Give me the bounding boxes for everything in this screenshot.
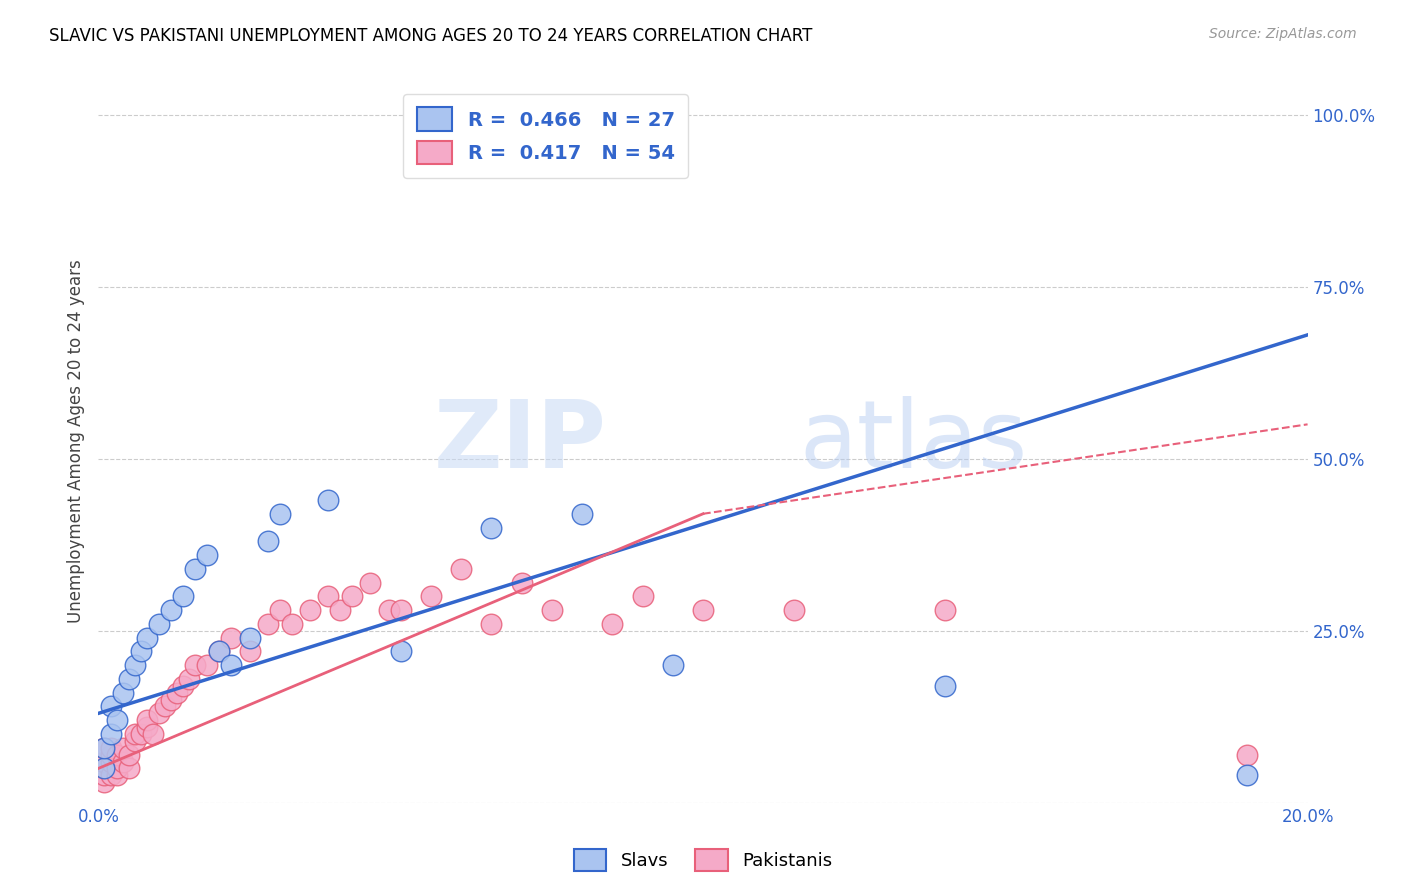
Point bbox=[1236, 768, 1258, 782]
Point bbox=[100, 768, 122, 782]
Point bbox=[184, 562, 207, 576]
Point bbox=[135, 720, 157, 734]
Point bbox=[1236, 747, 1258, 762]
Point bbox=[135, 631, 157, 645]
Point bbox=[184, 658, 207, 673]
Point bbox=[93, 755, 115, 769]
Point bbox=[148, 706, 170, 721]
Point bbox=[281, 616, 304, 631]
Text: atlas: atlas bbox=[800, 395, 1028, 488]
Point bbox=[142, 727, 165, 741]
Point bbox=[221, 631, 243, 645]
Point bbox=[100, 755, 122, 769]
Point bbox=[118, 747, 141, 762]
Point bbox=[129, 727, 152, 741]
Point bbox=[389, 603, 412, 617]
Point bbox=[105, 747, 128, 762]
Point bbox=[172, 590, 194, 604]
Point bbox=[256, 616, 278, 631]
Point bbox=[481, 520, 503, 534]
Point bbox=[239, 644, 262, 658]
Point bbox=[934, 679, 956, 693]
Point bbox=[93, 740, 115, 755]
Point bbox=[100, 747, 122, 762]
Point bbox=[481, 616, 503, 631]
Point bbox=[420, 590, 443, 604]
Point bbox=[631, 590, 654, 604]
Point bbox=[160, 692, 183, 706]
Point bbox=[661, 658, 683, 673]
Text: ZIP: ZIP bbox=[433, 395, 606, 488]
Point bbox=[124, 734, 146, 748]
Point bbox=[111, 755, 134, 769]
Point bbox=[239, 631, 262, 645]
Point bbox=[256, 534, 278, 549]
Point bbox=[195, 658, 218, 673]
Point bbox=[360, 575, 382, 590]
Point bbox=[124, 658, 146, 673]
Point bbox=[93, 775, 115, 789]
Point bbox=[105, 761, 128, 775]
Point bbox=[510, 575, 533, 590]
Point bbox=[450, 562, 472, 576]
Point bbox=[179, 672, 201, 686]
Text: SLAVIC VS PAKISTANI UNEMPLOYMENT AMONG AGES 20 TO 24 YEARS CORRELATION CHART: SLAVIC VS PAKISTANI UNEMPLOYMENT AMONG A… bbox=[49, 27, 813, 45]
Legend: R =  0.466   N = 27, R =  0.417   N = 54: R = 0.466 N = 27, R = 0.417 N = 54 bbox=[404, 94, 688, 178]
Point bbox=[111, 740, 134, 755]
Point bbox=[93, 761, 115, 775]
Y-axis label: Unemployment Among Ages 20 to 24 years: Unemployment Among Ages 20 to 24 years bbox=[66, 260, 84, 624]
Point bbox=[195, 548, 218, 562]
Point bbox=[389, 644, 412, 658]
Point bbox=[93, 761, 115, 775]
Text: Source: ZipAtlas.com: Source: ZipAtlas.com bbox=[1209, 27, 1357, 41]
Point bbox=[172, 679, 194, 693]
Point bbox=[100, 727, 122, 741]
Point bbox=[118, 672, 141, 686]
Point bbox=[342, 590, 364, 604]
Point bbox=[783, 603, 806, 617]
Point bbox=[118, 761, 141, 775]
Point bbox=[148, 616, 170, 631]
Point bbox=[540, 603, 562, 617]
Legend: Slavs, Pakistanis: Slavs, Pakistanis bbox=[567, 842, 839, 879]
Point bbox=[269, 507, 291, 521]
Point bbox=[105, 768, 128, 782]
Point bbox=[129, 644, 152, 658]
Point bbox=[208, 644, 231, 658]
Point bbox=[135, 713, 157, 727]
Point bbox=[377, 603, 399, 617]
Point bbox=[100, 699, 122, 714]
Point bbox=[124, 727, 146, 741]
Point bbox=[208, 644, 231, 658]
Point bbox=[692, 603, 714, 617]
Point bbox=[160, 603, 183, 617]
Point bbox=[571, 507, 593, 521]
Point bbox=[100, 740, 122, 755]
Point bbox=[316, 493, 339, 508]
Point bbox=[93, 740, 115, 755]
Point bbox=[934, 603, 956, 617]
Point bbox=[299, 603, 322, 617]
Point bbox=[329, 603, 352, 617]
Point bbox=[602, 616, 624, 631]
Point bbox=[153, 699, 176, 714]
Point bbox=[111, 686, 134, 700]
Point bbox=[316, 590, 339, 604]
Point bbox=[269, 603, 291, 617]
Point bbox=[93, 768, 115, 782]
Point bbox=[105, 713, 128, 727]
Point bbox=[221, 658, 243, 673]
Point bbox=[166, 686, 188, 700]
